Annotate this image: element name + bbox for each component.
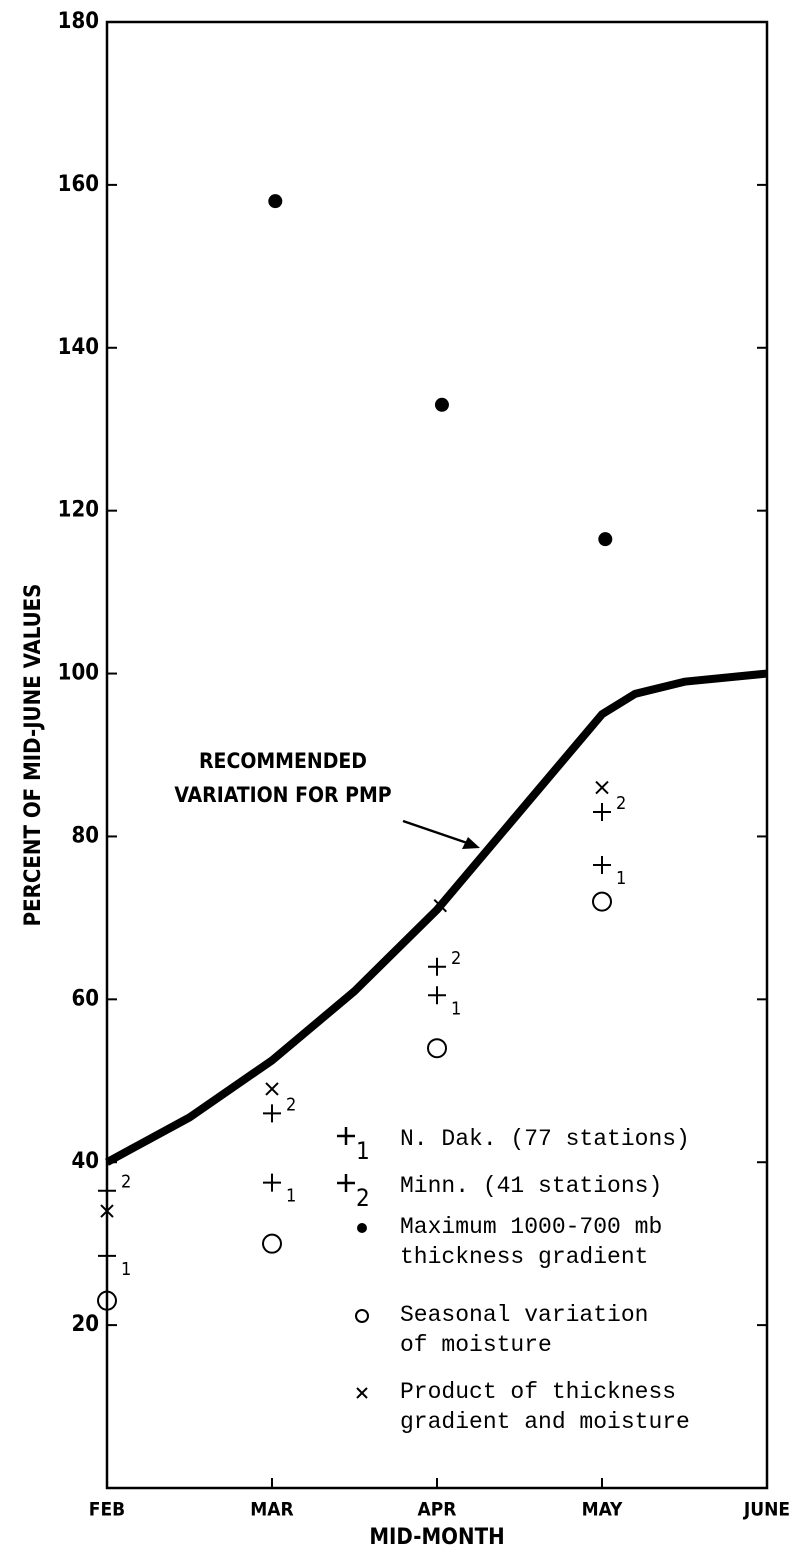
point-subscript: 1 <box>451 998 461 1019</box>
annotation-arrow <box>402 819 477 848</box>
plus-marker <box>593 855 611 874</box>
dot-marker <box>268 194 283 209</box>
y-tick-label: 160 <box>58 172 99 197</box>
plus-marker <box>98 1246 116 1265</box>
point-subscript: 2 <box>616 793 626 814</box>
x-marker <box>265 1082 279 1096</box>
plus-marker <box>593 803 611 822</box>
legend-label: Product of thickness gradient and moistu… <box>400 1379 690 1435</box>
y-tick-label: 80 <box>71 823 99 848</box>
legend-subscript: 2 <box>356 1184 370 1212</box>
legend-marker <box>337 1127 355 1145</box>
x-tick-label: FEB <box>89 1499 125 1521</box>
x-tick-label: MAY <box>582 1499 623 1521</box>
y-axis-label: PERCENT OF MID-JUNE VALUES <box>21 584 46 927</box>
point-subscript: 2 <box>286 1094 296 1115</box>
legend-marker <box>337 1174 355 1192</box>
x-marker <box>433 898 448 913</box>
point-subscript: 2 <box>121 1172 131 1193</box>
x-tick-label: MAR <box>250 1499 293 1521</box>
y-tick-label: 180 <box>58 9 99 34</box>
legend-label: Seasonal variation of moisture <box>400 1302 649 1358</box>
dot-marker <box>434 397 449 412</box>
y-tick-label: 20 <box>71 1312 99 1337</box>
x-axis-label: MID-MONTH <box>369 1525 504 1550</box>
y-tick-label: 100 <box>58 661 99 686</box>
x-marker <box>100 1204 114 1218</box>
x-tick-label: APR <box>418 1499 457 1521</box>
y-tick-label: 60 <box>71 986 99 1011</box>
x-tick-label: JUNE <box>743 1499 790 1521</box>
y-tick-label: 120 <box>58 498 99 523</box>
plus-marker <box>428 957 446 976</box>
legend-marker <box>355 1309 369 1323</box>
dot-marker <box>598 532 613 547</box>
pmp-curve <box>105 669 768 1166</box>
circle-marker <box>427 1038 447 1059</box>
annotation: VARIATION FOR PMP <box>174 783 391 807</box>
legend-label: Maximum 1000-700 mb thickness gradient <box>400 1214 663 1270</box>
circle-marker <box>592 891 612 912</box>
point-subscript: 2 <box>451 948 461 969</box>
point-subscript: 1 <box>286 1186 296 1207</box>
y-tick-label: 40 <box>71 1149 99 1174</box>
circle-marker <box>97 1290 117 1311</box>
legend-subscript: 1 <box>356 1137 370 1165</box>
x-marker <box>595 780 609 795</box>
plus-marker <box>263 1173 281 1192</box>
plus-marker <box>428 986 446 1005</box>
plus-marker <box>263 1104 281 1123</box>
legend-label: Minn. (41 stations) <box>400 1173 663 1199</box>
legend-marker <box>356 1387 368 1399</box>
annotation: RECOMMENDED <box>199 749 367 773</box>
legend-marker <box>357 1223 367 1233</box>
point-subscript: 1 <box>121 1259 131 1280</box>
plus-marker <box>98 1181 116 1200</box>
point-subscript: 1 <box>616 868 626 889</box>
circle-marker <box>262 1233 282 1254</box>
arrow-head <box>462 837 480 849</box>
y-tick-label: 140 <box>58 335 99 360</box>
legend-label: N. Dak. (77 stations) <box>400 1126 690 1152</box>
